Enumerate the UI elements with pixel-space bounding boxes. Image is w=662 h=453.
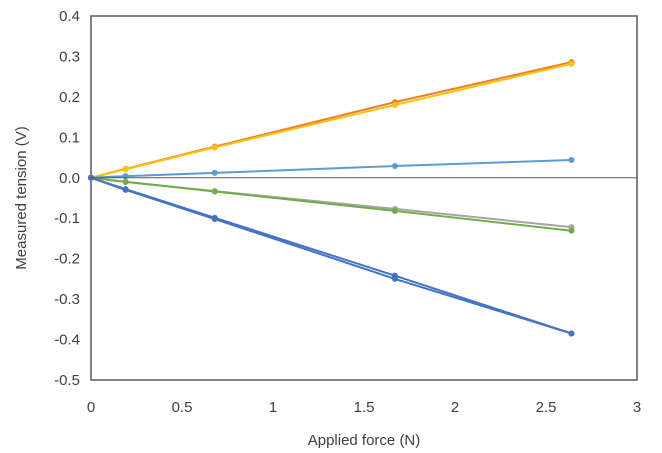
y-axis-title: Measured tension (V) — [13, 126, 30, 269]
y-tick-label: 0.0 — [59, 170, 80, 187]
data-point — [391, 275, 398, 282]
data-point — [211, 216, 218, 223]
x-tick-label: 3 — [633, 399, 641, 416]
y-tick-label: 0.1 — [59, 129, 80, 146]
series-points — [88, 59, 575, 337]
x-tick-label: 1.5 — [354, 399, 375, 416]
y-tick-label: 0.2 — [59, 89, 80, 106]
y-tick-label: 0.4 — [59, 8, 80, 25]
data-point — [568, 156, 575, 163]
series-line — [90, 158, 572, 179]
x-tick-labels: 0 0.5 1 1.5 2 2.5 3 — [87, 399, 641, 416]
plot-frame — [90, 15, 638, 381]
data-point — [568, 227, 575, 234]
y-tick-label: -0.2 — [54, 251, 80, 268]
data-point — [391, 207, 398, 214]
data-point — [211, 169, 218, 176]
series-lines — [90, 61, 572, 335]
x-axis-title: Applied force (N) — [308, 432, 421, 449]
series-line — [90, 62, 572, 179]
x-tick-label: 0 — [87, 399, 95, 416]
data-point — [391, 101, 398, 108]
data-point — [122, 186, 129, 193]
data-point — [568, 60, 575, 67]
data-point — [211, 144, 218, 151]
y-tick-label: -0.1 — [54, 210, 80, 227]
data-point — [211, 188, 218, 195]
data-point — [391, 163, 398, 170]
data-point — [568, 330, 575, 337]
y-tick-label: -0.4 — [54, 332, 80, 349]
data-point — [122, 178, 129, 185]
x-tick-label: 1 — [269, 399, 277, 416]
y-tick-labels: 0.4 0.3 0.2 0.1 0.0 -0.1 -0.2 -0.3 -0.4 -0.5 — [54, 8, 80, 389]
x-tick-label: 2.5 — [536, 399, 557, 416]
data-point — [122, 166, 129, 173]
series-line — [90, 176, 572, 232]
x-tick-label: 0.5 — [172, 399, 193, 416]
y-tick-label: -0.5 — [54, 372, 80, 389]
x-tick-label: 2 — [451, 399, 459, 416]
y-tick-label: 0.3 — [59, 48, 80, 65]
y-tick-label: -0.3 — [54, 291, 80, 308]
